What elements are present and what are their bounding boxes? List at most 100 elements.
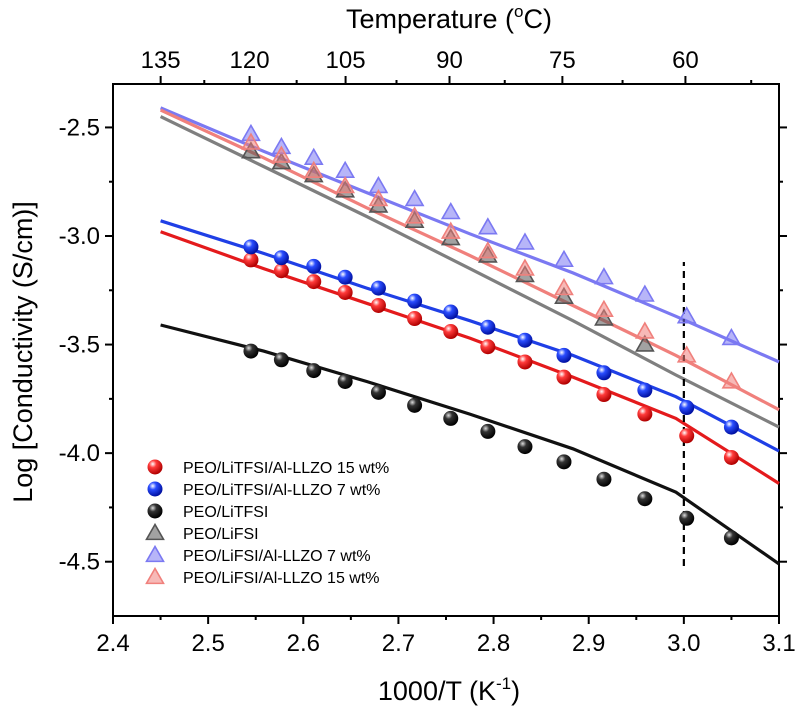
data-point <box>443 410 459 426</box>
legend-label: PEO/LiFSI/Al-LLZO 15 wt% <box>183 570 380 587</box>
x-axis-title: 1000/T (K-1) <box>378 674 520 706</box>
data-point <box>634 284 655 302</box>
data-point <box>634 334 655 352</box>
data-point <box>273 352 289 368</box>
top-tick-label: 75 <box>549 47 576 74</box>
x-tick-label: 3.0 <box>667 630 700 657</box>
legend-label: PEO/LiFSI/Al-LLZO 7 wt% <box>183 548 371 565</box>
data-point <box>337 284 353 300</box>
data-point <box>440 221 461 239</box>
data-point <box>515 258 535 276</box>
x-tick-label: 2.6 <box>287 630 320 657</box>
data-markers <box>241 123 742 546</box>
y-tick-label: -3.5 <box>59 332 100 359</box>
data-point <box>370 297 386 313</box>
data-point <box>679 400 695 416</box>
data-point <box>337 269 353 285</box>
data-point <box>443 324 459 340</box>
data-point <box>303 160 324 179</box>
data-point <box>243 252 259 268</box>
data-point <box>676 306 697 324</box>
fit-line-peo-lifsi <box>159 115 780 429</box>
data-point <box>634 321 655 339</box>
data-point <box>637 491 653 507</box>
top-axis-title: Temperature (oC) <box>346 2 552 34</box>
data-point <box>407 293 423 309</box>
legend-marker <box>147 503 163 519</box>
fit-line-peo-litfsi-al-llzo-7-wt- <box>160 219 780 453</box>
top-tick-label: 90 <box>436 47 463 74</box>
data-point <box>443 304 459 320</box>
data-point <box>368 188 389 207</box>
data-point <box>306 274 322 290</box>
data-point <box>594 299 614 318</box>
fit-line-peo-lifsi-al-llzo-15-wt- <box>159 108 780 412</box>
data-point <box>637 382 653 398</box>
x-tick-label: 2.9 <box>572 630 605 657</box>
y-axis-title: Log [Conductivity (S/cm)] <box>8 201 38 503</box>
data-point <box>337 373 353 389</box>
top-tick-label: 120 <box>230 47 270 74</box>
data-point <box>723 530 739 546</box>
data-point <box>721 327 742 346</box>
data-point <box>306 363 322 379</box>
fit-lines <box>159 106 780 566</box>
data-point <box>556 347 572 363</box>
legend-label: PEO/LiTFSI <box>183 504 268 521</box>
axis-ticks: 2.4 2.5 2.6 2.7 2.8 2.9 3.0 3.1 -2.5 -3.0 -3.5 -4.0… <box>59 47 796 657</box>
data-point <box>554 278 574 296</box>
legend-label: PEO/LiFSI <box>183 526 259 543</box>
top-tick-label: 105 <box>326 47 366 74</box>
data-point <box>407 311 423 327</box>
legend-label: PEO/LiTFSI/Al-LLZO 15 wt% <box>183 460 389 477</box>
data-point <box>517 439 533 455</box>
data-point <box>370 384 386 400</box>
data-point <box>477 217 498 235</box>
x-tick-label: 2.7 <box>382 630 415 657</box>
x-tick-label: 2.5 <box>191 630 224 657</box>
data-point <box>554 286 574 304</box>
y-tick-label: -3.0 <box>59 223 100 250</box>
legend-marker <box>145 566 165 585</box>
fit-line-peo-litfsi-al-llzo-15-wt- <box>160 230 780 485</box>
data-point <box>241 141 261 159</box>
x-tick-label: 2.8 <box>477 630 510 657</box>
data-point <box>480 423 496 439</box>
data-point <box>679 510 695 526</box>
data-point <box>306 258 322 274</box>
data-point <box>271 145 292 163</box>
fit-line-peo-litfsi <box>160 323 780 566</box>
data-point <box>676 345 697 363</box>
data-point <box>480 339 496 355</box>
data-point <box>594 267 614 285</box>
data-point <box>594 308 614 326</box>
top-tick-label: 60 <box>672 47 699 74</box>
legend-marker <box>147 481 163 497</box>
data-point <box>404 188 425 207</box>
data-point <box>596 365 612 381</box>
data-point <box>440 202 461 220</box>
fit-line-peo-lifsi-al-llzo-7-wt- <box>159 106 780 364</box>
data-point <box>723 419 739 435</box>
data-point <box>679 428 695 444</box>
data-point <box>335 175 356 194</box>
data-point <box>335 160 356 179</box>
data-point <box>517 332 533 348</box>
legend-marker <box>145 522 165 541</box>
data-point <box>370 280 386 296</box>
y-tick-label: -2.5 <box>59 114 100 141</box>
data-point <box>407 397 423 413</box>
y-tick-label: -4.0 <box>59 440 100 467</box>
legend: PEO/LiTFSI/Al-LLZO 15 wt% PEO/LiTFSI/Al-L… <box>145 459 389 587</box>
data-point <box>596 471 612 487</box>
y-tick-label: -4.5 <box>59 549 100 576</box>
data-point <box>721 371 742 389</box>
data-point <box>556 454 572 470</box>
data-point <box>241 132 261 150</box>
data-point <box>273 263 289 279</box>
x-tick-label: 2.4 <box>96 630 129 657</box>
legend-marker <box>145 544 165 563</box>
x-tick-label: 3.1 <box>762 630 795 657</box>
data-point <box>404 206 425 224</box>
